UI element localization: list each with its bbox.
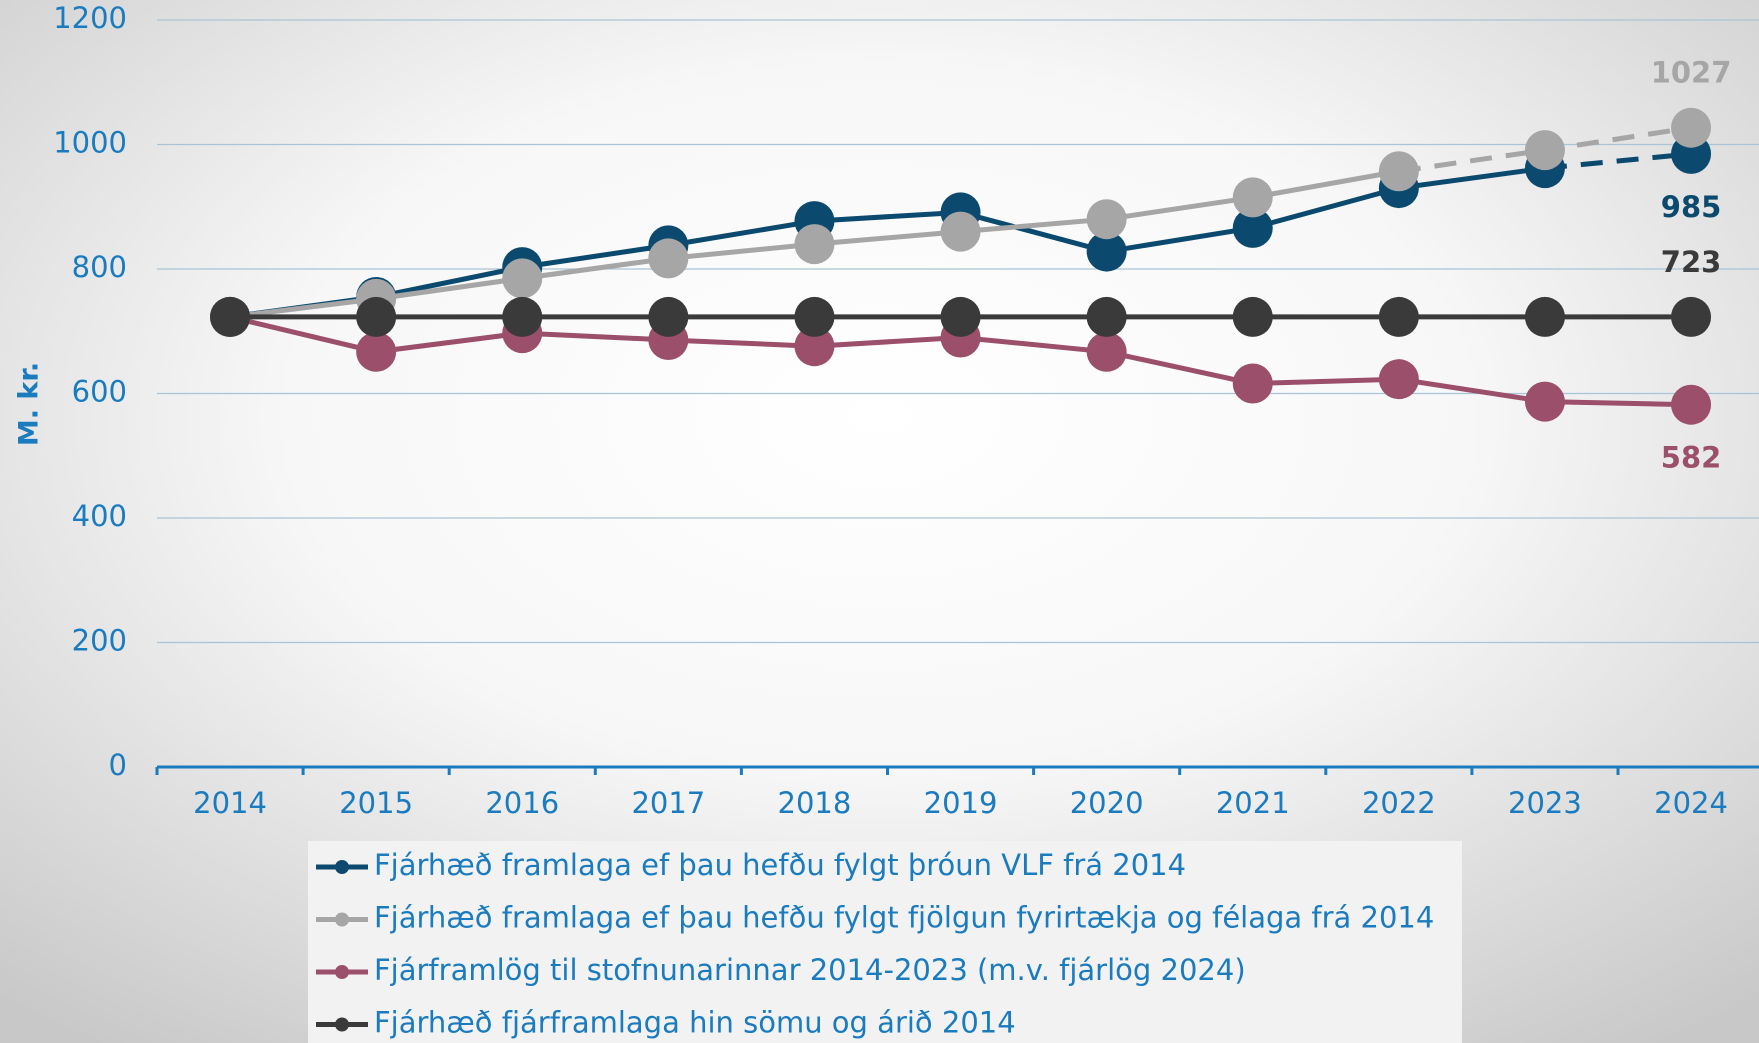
x-tick-label: 2018	[778, 786, 852, 820]
legend-marker	[335, 860, 349, 874]
marker	[502, 258, 543, 299]
legend-marker	[335, 1017, 349, 1032]
marker	[1524, 296, 1565, 337]
x-tick-label: 2015	[339, 786, 413, 820]
legend-marker	[335, 965, 349, 979]
x-tick-label: 2024	[1654, 786, 1728, 820]
marker	[1086, 331, 1127, 372]
marker	[794, 296, 835, 337]
marker	[648, 238, 689, 279]
marker	[648, 296, 689, 337]
marker	[940, 296, 981, 337]
marker	[1232, 296, 1273, 337]
y-tick-label: 600	[72, 375, 127, 409]
legend-marker	[335, 912, 349, 927]
marker	[1086, 296, 1127, 337]
marker	[1378, 359, 1419, 400]
legend-box	[308, 841, 1462, 1043]
marker	[1671, 296, 1712, 337]
x-tick-label: 2016	[485, 786, 559, 820]
marker	[1671, 384, 1712, 425]
marker	[1378, 151, 1419, 192]
legend-label: Fjárframlög til stofnunarinnar 2014-2023…	[374, 953, 1246, 987]
y-tick-label: 1200	[53, 1, 127, 35]
marker	[356, 296, 397, 337]
marker	[1524, 130, 1565, 171]
marker	[1524, 381, 1565, 422]
data-label: 723	[1661, 245, 1722, 279]
marker	[794, 224, 835, 265]
y-tick-label: 200	[72, 624, 127, 658]
x-tick-label: 2023	[1508, 786, 1582, 820]
marker	[1086, 231, 1127, 272]
marker	[210, 296, 251, 337]
legend-label: Fjárhæð framlaga ef þau hefðu fylgt þróu…	[374, 848, 1186, 882]
marker	[1232, 207, 1273, 248]
marker	[1232, 177, 1273, 218]
y-tick-label: 400	[72, 499, 127, 533]
marker	[1232, 363, 1273, 404]
marker	[794, 326, 835, 367]
data-label: 1027	[1651, 56, 1732, 90]
legend-label: Fjárhæð framlaga ef þau hefðu fylgt fjöl…	[374, 901, 1434, 935]
y-axis-label: M. kr.	[14, 362, 45, 446]
y-tick-label: 800	[72, 250, 127, 284]
marker	[356, 331, 397, 372]
x-tick-label: 2014	[193, 786, 267, 820]
series-line-dashed	[1544, 151, 1692, 171]
series-line	[229, 165, 1546, 320]
y-tick-label: 1000	[53, 126, 127, 160]
x-tick-label: 2021	[1216, 786, 1290, 820]
y-tick-label: 0	[109, 748, 127, 782]
x-tick-label: 2022	[1362, 786, 1436, 820]
marker	[1086, 199, 1127, 240]
marker	[1378, 296, 1419, 337]
legend-label: Fjárhæð fjárframlaga hin sömu og árið 20…	[374, 1006, 1016, 1040]
data-label: 582	[1661, 441, 1722, 475]
data-label: 985	[1661, 190, 1722, 224]
marker	[502, 296, 543, 337]
marker	[940, 211, 981, 252]
marker	[1671, 107, 1712, 148]
x-tick-label: 2019	[924, 786, 998, 820]
x-tick-label: 2017	[631, 786, 705, 820]
x-tick-label: 2020	[1070, 786, 1144, 820]
